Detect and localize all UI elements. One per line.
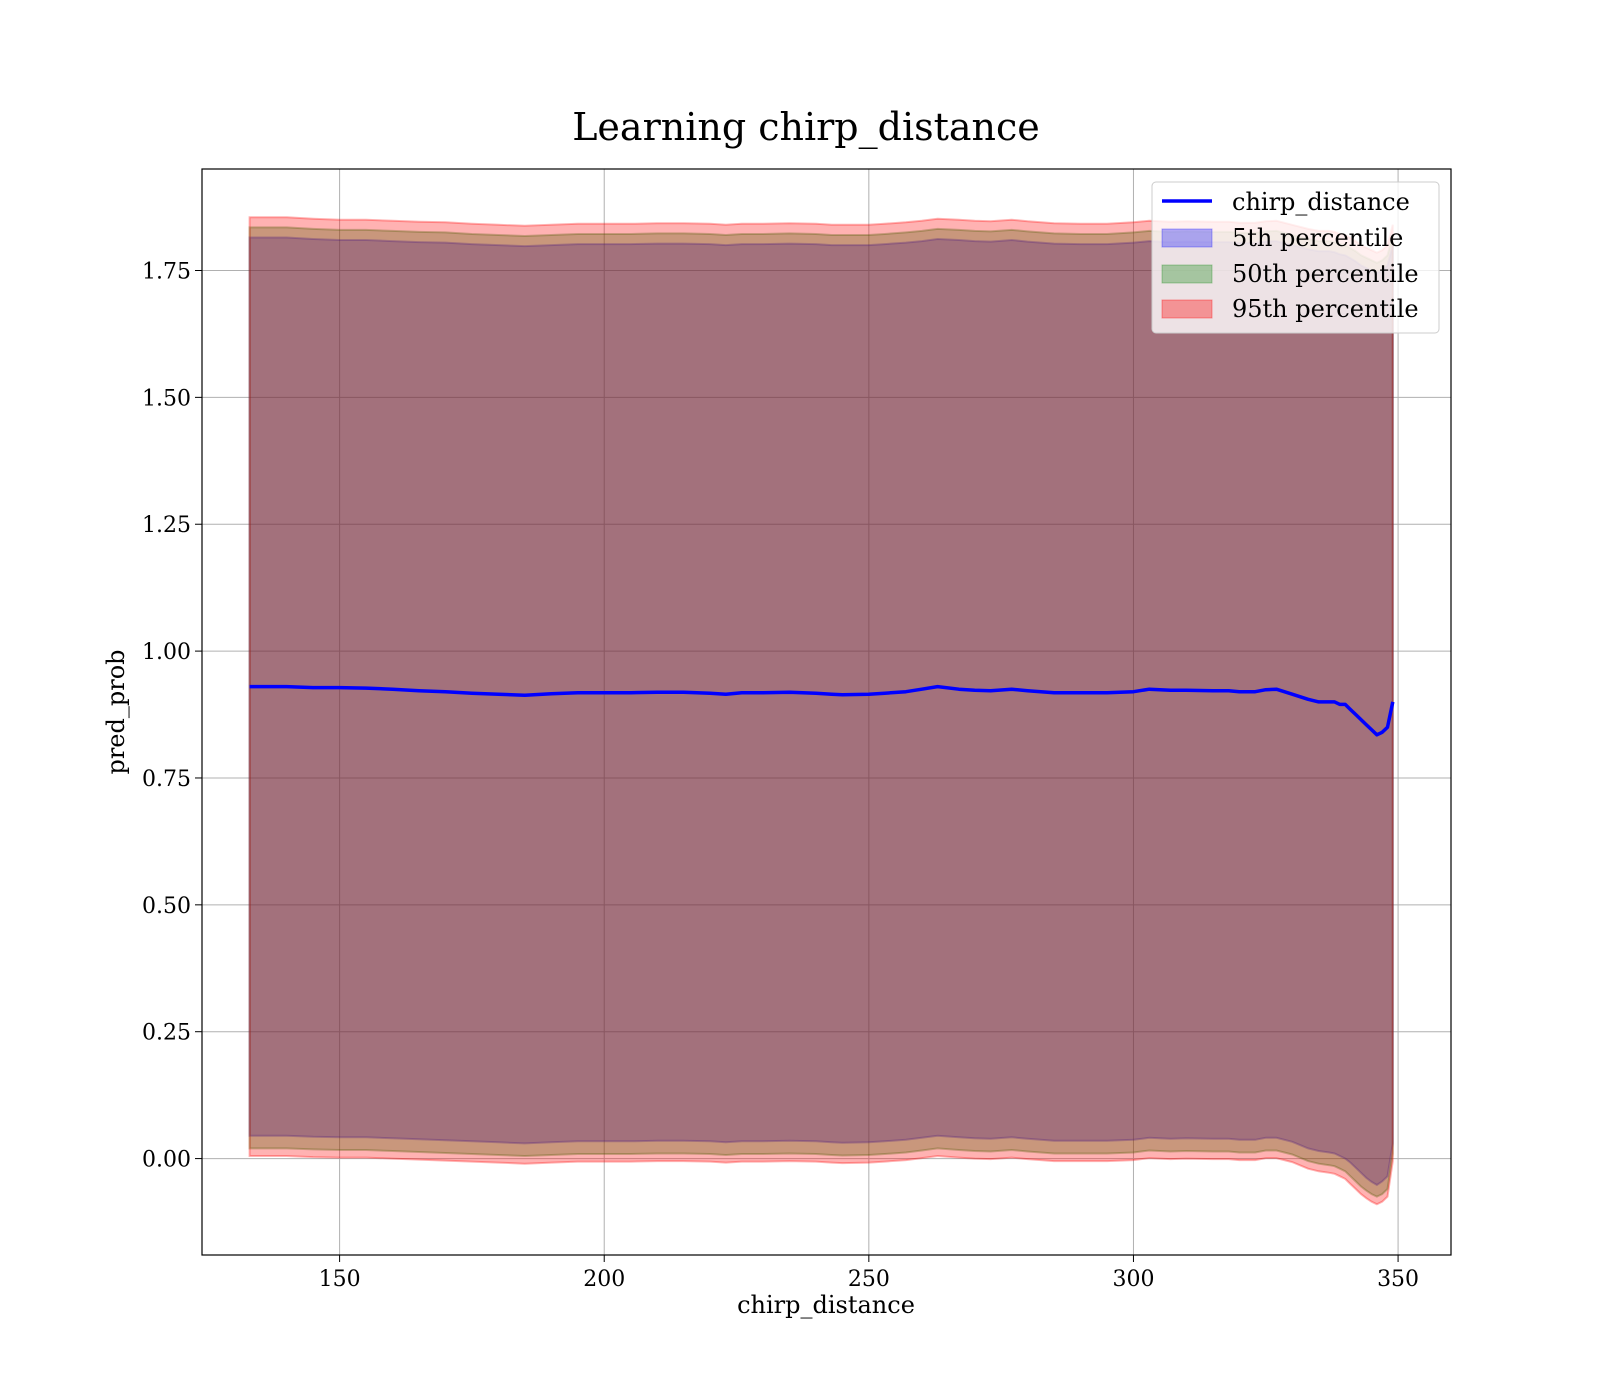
x-tick-label: 150: [319, 1267, 361, 1292]
x-tick-label: 300: [1112, 1267, 1154, 1292]
y-tick-label: 1.25: [142, 513, 191, 538]
legend-swatch-p50: [1161, 264, 1213, 284]
legend-frame: [1151, 181, 1440, 334]
y-tick-label: 1.75: [142, 259, 191, 284]
band-95th-percentile: [248, 216, 1394, 1206]
x-axis-label: chirp_distance: [737, 1291, 915, 1319]
y-tick-label: 1.50: [142, 386, 191, 411]
y-tick-label: 0.25: [142, 1021, 191, 1046]
x-axis-ticks: 150 200 250 300 350: [319, 1255, 1419, 1292]
chart-title: Learning chirp_distance: [572, 105, 1040, 150]
y-axis-ticks: 0.00 0.25 0.50 0.75 1.00 1.25 1.50 1.75: [142, 259, 202, 1173]
y-tick-label: 0.50: [142, 894, 191, 919]
legend-label-line: chirp_distance: [1232, 188, 1410, 216]
legend: chirp_distance 5th percentile 50th perce…: [1151, 181, 1440, 334]
plot-frame: [201, 168, 1452, 1256]
legend-label-p95: 95th percentile: [1232, 295, 1419, 323]
x-tick-label: 350: [1377, 1267, 1419, 1292]
percentile-bands: [248, 216, 1394, 1206]
legend-label-p5: 5th percentile: [1232, 224, 1403, 252]
legend-swatch-p95: [1161, 299, 1213, 319]
legend-swatch-p5: [1161, 228, 1213, 248]
y-tick-label: 0.75: [142, 767, 191, 792]
band-50th-percentile: [248, 226, 1394, 1198]
x-tick-label: 250: [848, 1267, 890, 1292]
y-axis-label: pred_prob: [102, 649, 130, 774]
legend-label-p50: 50th percentile: [1232, 260, 1419, 288]
band-5th-percentile: [248, 236, 1394, 1187]
x-tick-label: 200: [583, 1267, 625, 1292]
y-tick-label: 1.00: [142, 640, 191, 665]
series-lines: [249, 684, 1395, 737]
y-tick-label: 0.00: [142, 1148, 191, 1173]
grid-lines: [202, 169, 1451, 1255]
series-line-chirp-distance: [249, 684, 1395, 737]
